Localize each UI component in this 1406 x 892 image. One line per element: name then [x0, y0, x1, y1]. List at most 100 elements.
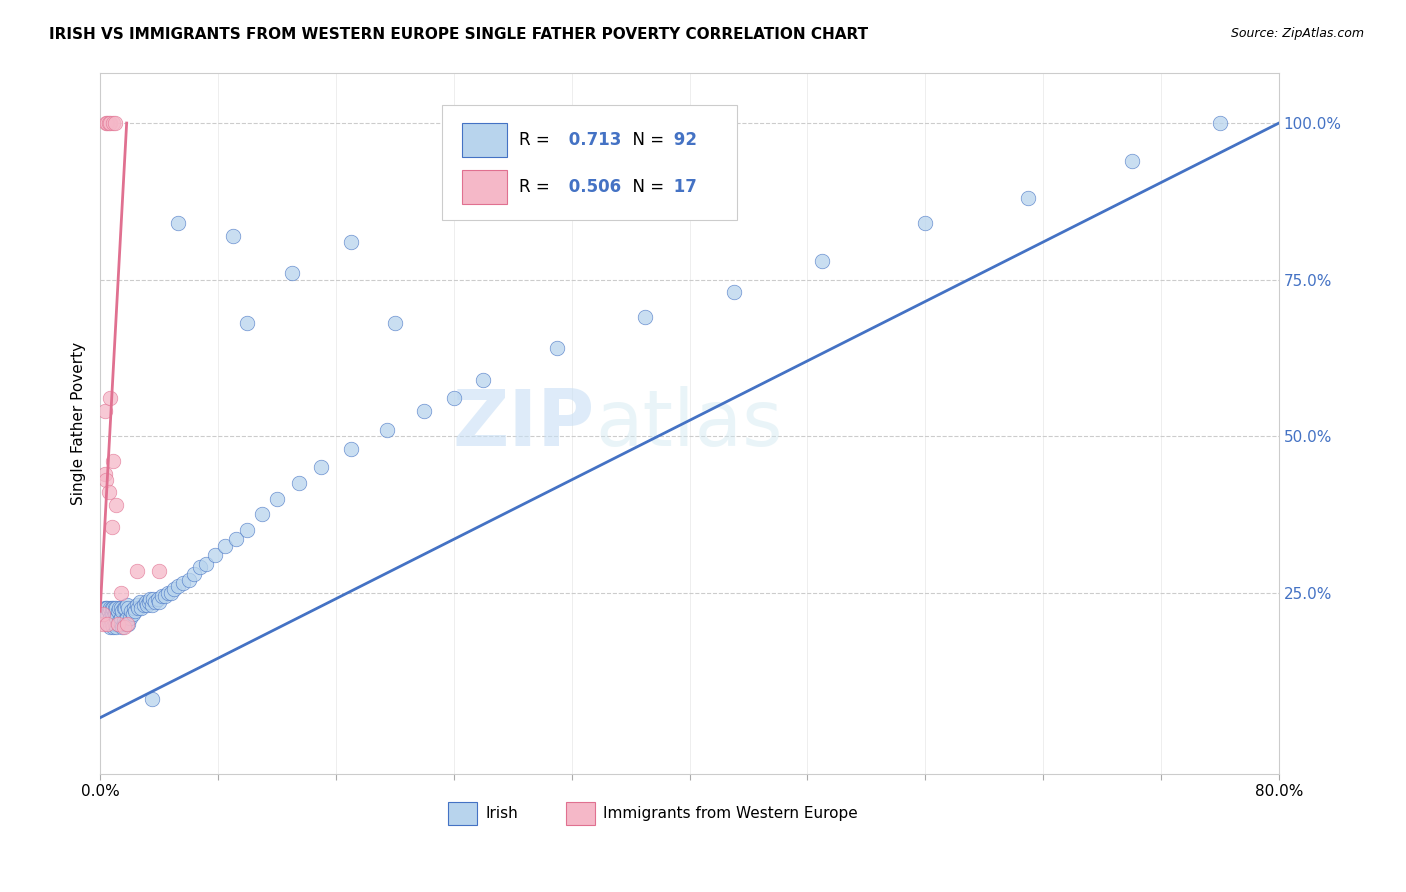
Point: [96, 616, 118, 631]
Point: [339, 442, 361, 456]
Point: [634, 310, 657, 324]
Point: [167, 216, 190, 230]
Text: R =: R =: [519, 130, 554, 149]
Point: [94, 473, 117, 487]
Point: [1017, 191, 1039, 205]
Point: [1121, 153, 1143, 168]
Point: [222, 228, 245, 243]
Point: [100, 601, 122, 615]
Point: [101, 607, 124, 622]
Point: [120, 604, 142, 618]
Point: [108, 601, 131, 615]
Point: [167, 579, 190, 593]
Point: [114, 616, 136, 631]
Point: [105, 610, 128, 624]
Point: [127, 601, 149, 615]
Point: [188, 560, 211, 574]
Point: [384, 317, 406, 331]
Point: [105, 620, 128, 634]
Point: [129, 595, 152, 609]
Point: [225, 533, 247, 547]
Point: [103, 116, 125, 130]
Point: [115, 616, 138, 631]
Point: [93, 404, 115, 418]
Point: [101, 616, 124, 631]
Point: [204, 548, 226, 562]
Point: [107, 616, 129, 631]
Point: [124, 604, 146, 618]
Point: [98, 116, 121, 130]
Point: [91, 607, 114, 622]
Point: [377, 423, 399, 437]
Point: [94, 116, 117, 130]
Point: [125, 598, 148, 612]
Point: [150, 589, 173, 603]
Point: [107, 616, 129, 631]
Point: [160, 585, 183, 599]
FancyBboxPatch shape: [449, 802, 478, 824]
Point: [93, 467, 115, 481]
Point: [131, 601, 153, 615]
Point: [141, 598, 163, 612]
Text: 0.713: 0.713: [564, 130, 621, 149]
Point: [105, 498, 128, 512]
Point: [94, 601, 117, 615]
Point: [94, 607, 117, 622]
Point: [472, 373, 495, 387]
Point: [98, 614, 121, 628]
Point: [136, 598, 159, 612]
FancyBboxPatch shape: [565, 802, 595, 824]
Point: [139, 591, 162, 606]
Text: Source: ZipAtlas.com: Source: ZipAtlas.com: [1230, 27, 1364, 40]
Point: [280, 266, 302, 280]
Point: [118, 610, 141, 624]
Point: [112, 601, 135, 615]
Point: [811, 253, 834, 268]
Point: [135, 595, 157, 609]
Point: [121, 607, 143, 622]
Text: R =: R =: [519, 178, 554, 196]
Point: [110, 585, 132, 599]
Point: [163, 582, 186, 597]
Point: [96, 607, 118, 622]
Point: [103, 454, 125, 468]
Point: [115, 610, 138, 624]
Point: [288, 475, 311, 490]
Point: [339, 235, 361, 249]
FancyBboxPatch shape: [463, 170, 506, 204]
Point: [112, 614, 135, 628]
Y-axis label: Single Father Poverty: Single Father Poverty: [72, 342, 86, 505]
Point: [138, 595, 160, 609]
Point: [117, 616, 139, 631]
Point: [1209, 116, 1232, 130]
Point: [183, 566, 205, 581]
Point: [153, 589, 176, 603]
Point: [100, 610, 122, 624]
Point: [112, 620, 135, 634]
FancyBboxPatch shape: [441, 104, 737, 220]
Point: [236, 317, 259, 331]
Point: [141, 692, 163, 706]
Point: [115, 598, 138, 612]
Point: [93, 604, 115, 618]
Text: 0.506: 0.506: [564, 178, 621, 196]
Point: [98, 604, 121, 618]
Point: [108, 614, 131, 628]
Point: [148, 564, 170, 578]
Text: Immigrants from Western Europe: Immigrants from Western Europe: [603, 805, 858, 821]
Point: [96, 616, 118, 631]
Point: [723, 285, 745, 299]
Point: [125, 564, 148, 578]
Text: ZIP: ZIP: [453, 385, 595, 461]
Point: [195, 558, 218, 572]
Point: [107, 604, 129, 618]
Point: [413, 404, 436, 418]
Text: atlas: atlas: [595, 385, 783, 461]
Point: [117, 601, 139, 615]
Point: [104, 116, 127, 130]
Point: [110, 610, 132, 624]
Point: [236, 523, 259, 537]
Point: [104, 601, 127, 615]
Point: [93, 601, 115, 615]
Point: [177, 573, 200, 587]
